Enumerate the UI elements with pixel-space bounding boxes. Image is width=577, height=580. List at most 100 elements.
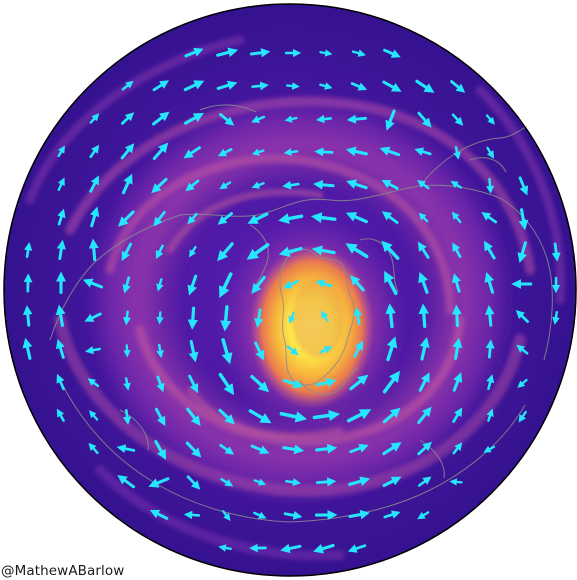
arrow-icon — [56, 373, 65, 391]
arrow-icon — [419, 337, 430, 361]
arrow-icon — [311, 245, 336, 256]
arrow-icon — [315, 443, 338, 454]
arrow-icon — [453, 145, 461, 160]
coastline-iceland-scandinavia — [299, 367, 359, 395]
arrow-icon — [382, 370, 401, 394]
arrow-icon — [188, 339, 199, 363]
arrow-icon — [188, 374, 199, 394]
arrow-icon — [450, 80, 466, 93]
arrow-icon — [451, 211, 462, 224]
arrow-icon — [156, 311, 164, 325]
arrow-icon — [349, 443, 369, 454]
arrow-icon — [155, 244, 164, 260]
arrow-icon — [347, 544, 367, 553]
arrow-icon — [312, 409, 341, 421]
arrow-icon — [220, 477, 234, 487]
arrow-icon — [24, 242, 33, 259]
arrow-icon — [218, 544, 232, 552]
arrow-icon — [278, 213, 304, 224]
arrow-icon — [22, 305, 33, 327]
arrow-icon — [122, 310, 131, 326]
arrow-icon — [57, 208, 66, 226]
arrow-icon — [418, 372, 430, 392]
arrow-icon — [56, 408, 65, 422]
arrow-icon — [315, 279, 333, 288]
arrow-icon — [517, 241, 528, 264]
arrow-icon — [348, 476, 371, 487]
arrow-icon — [187, 306, 198, 330]
arrow-icon — [222, 510, 231, 522]
arrow-icon — [154, 440, 167, 460]
arrow-icon — [382, 80, 402, 92]
arrow-icon — [90, 206, 100, 228]
arrow-icon — [151, 177, 168, 194]
arrow-icon — [184, 47, 204, 58]
arrow-icon — [280, 543, 302, 554]
arrow-icon — [251, 81, 269, 91]
arrow-icon — [84, 312, 102, 322]
arrow-icon — [156, 343, 164, 359]
arrow-icon — [417, 511, 430, 520]
arrow-icon — [383, 510, 401, 519]
arrow-icon — [121, 80, 134, 91]
arrow-icon — [88, 238, 99, 262]
coastline-canada-islands — [249, 224, 269, 293]
arrow-icon — [452, 442, 463, 455]
arrow-icon — [156, 278, 164, 292]
arrow-icon — [345, 243, 369, 259]
arrow-icon — [89, 144, 100, 158]
arrow-icon — [251, 275, 266, 294]
arrow-icon — [218, 408, 235, 425]
arrow-icon — [89, 113, 100, 124]
arrow-icon — [486, 178, 495, 194]
arrow-icon — [183, 146, 201, 159]
arrow-icon — [451, 273, 461, 293]
arrow-icon — [286, 345, 299, 356]
arrow-icon — [254, 341, 265, 361]
arrow-icon — [417, 441, 432, 456]
arrow-icon — [518, 176, 529, 196]
arrow-icon — [249, 48, 271, 58]
arrow-icon — [117, 474, 136, 489]
arrow-icon — [418, 303, 430, 329]
arrow-icon — [246, 243, 270, 260]
arrow-icon — [152, 142, 169, 161]
arrow-icon — [87, 378, 100, 388]
arrow-icon — [279, 411, 308, 423]
arrow-icon — [382, 407, 401, 424]
arrow-icon — [118, 210, 135, 227]
arrow-icon — [551, 242, 561, 262]
arrow-icon — [319, 346, 333, 354]
arrow-icon — [217, 148, 233, 157]
arrow-icon — [383, 48, 401, 58]
arrow-icon — [148, 477, 170, 488]
arrow-icon — [452, 337, 463, 360]
arrow-icon — [485, 339, 495, 359]
arrow-icon — [451, 304, 462, 328]
arrow-icon — [485, 114, 495, 125]
arrow-icon — [121, 173, 133, 195]
arrow-icon — [315, 477, 337, 487]
arrow-icon — [221, 338, 233, 365]
arrow-icon — [483, 445, 496, 453]
arrow-icon — [552, 311, 560, 325]
arrow-icon — [185, 179, 200, 192]
arrow-icon — [253, 478, 267, 486]
arrow-icon — [220, 305, 232, 332]
arrow-icon — [121, 112, 135, 125]
arrow-icon — [186, 407, 201, 426]
arrow-icon — [484, 304, 495, 327]
arrow-icon — [216, 47, 239, 58]
map-disc-border — [3, 3, 577, 577]
wind-vectors — [22, 47, 561, 554]
arrow-icon — [22, 337, 33, 360]
arrow-icon — [381, 179, 399, 190]
arrow-icon — [250, 444, 270, 455]
arrow-icon — [484, 272, 495, 294]
arrow-icon — [288, 311, 296, 324]
arrow-icon — [57, 177, 65, 192]
arrow-icon — [189, 245, 197, 258]
arrow-icon — [184, 112, 204, 125]
arrow-icon — [382, 442, 402, 456]
